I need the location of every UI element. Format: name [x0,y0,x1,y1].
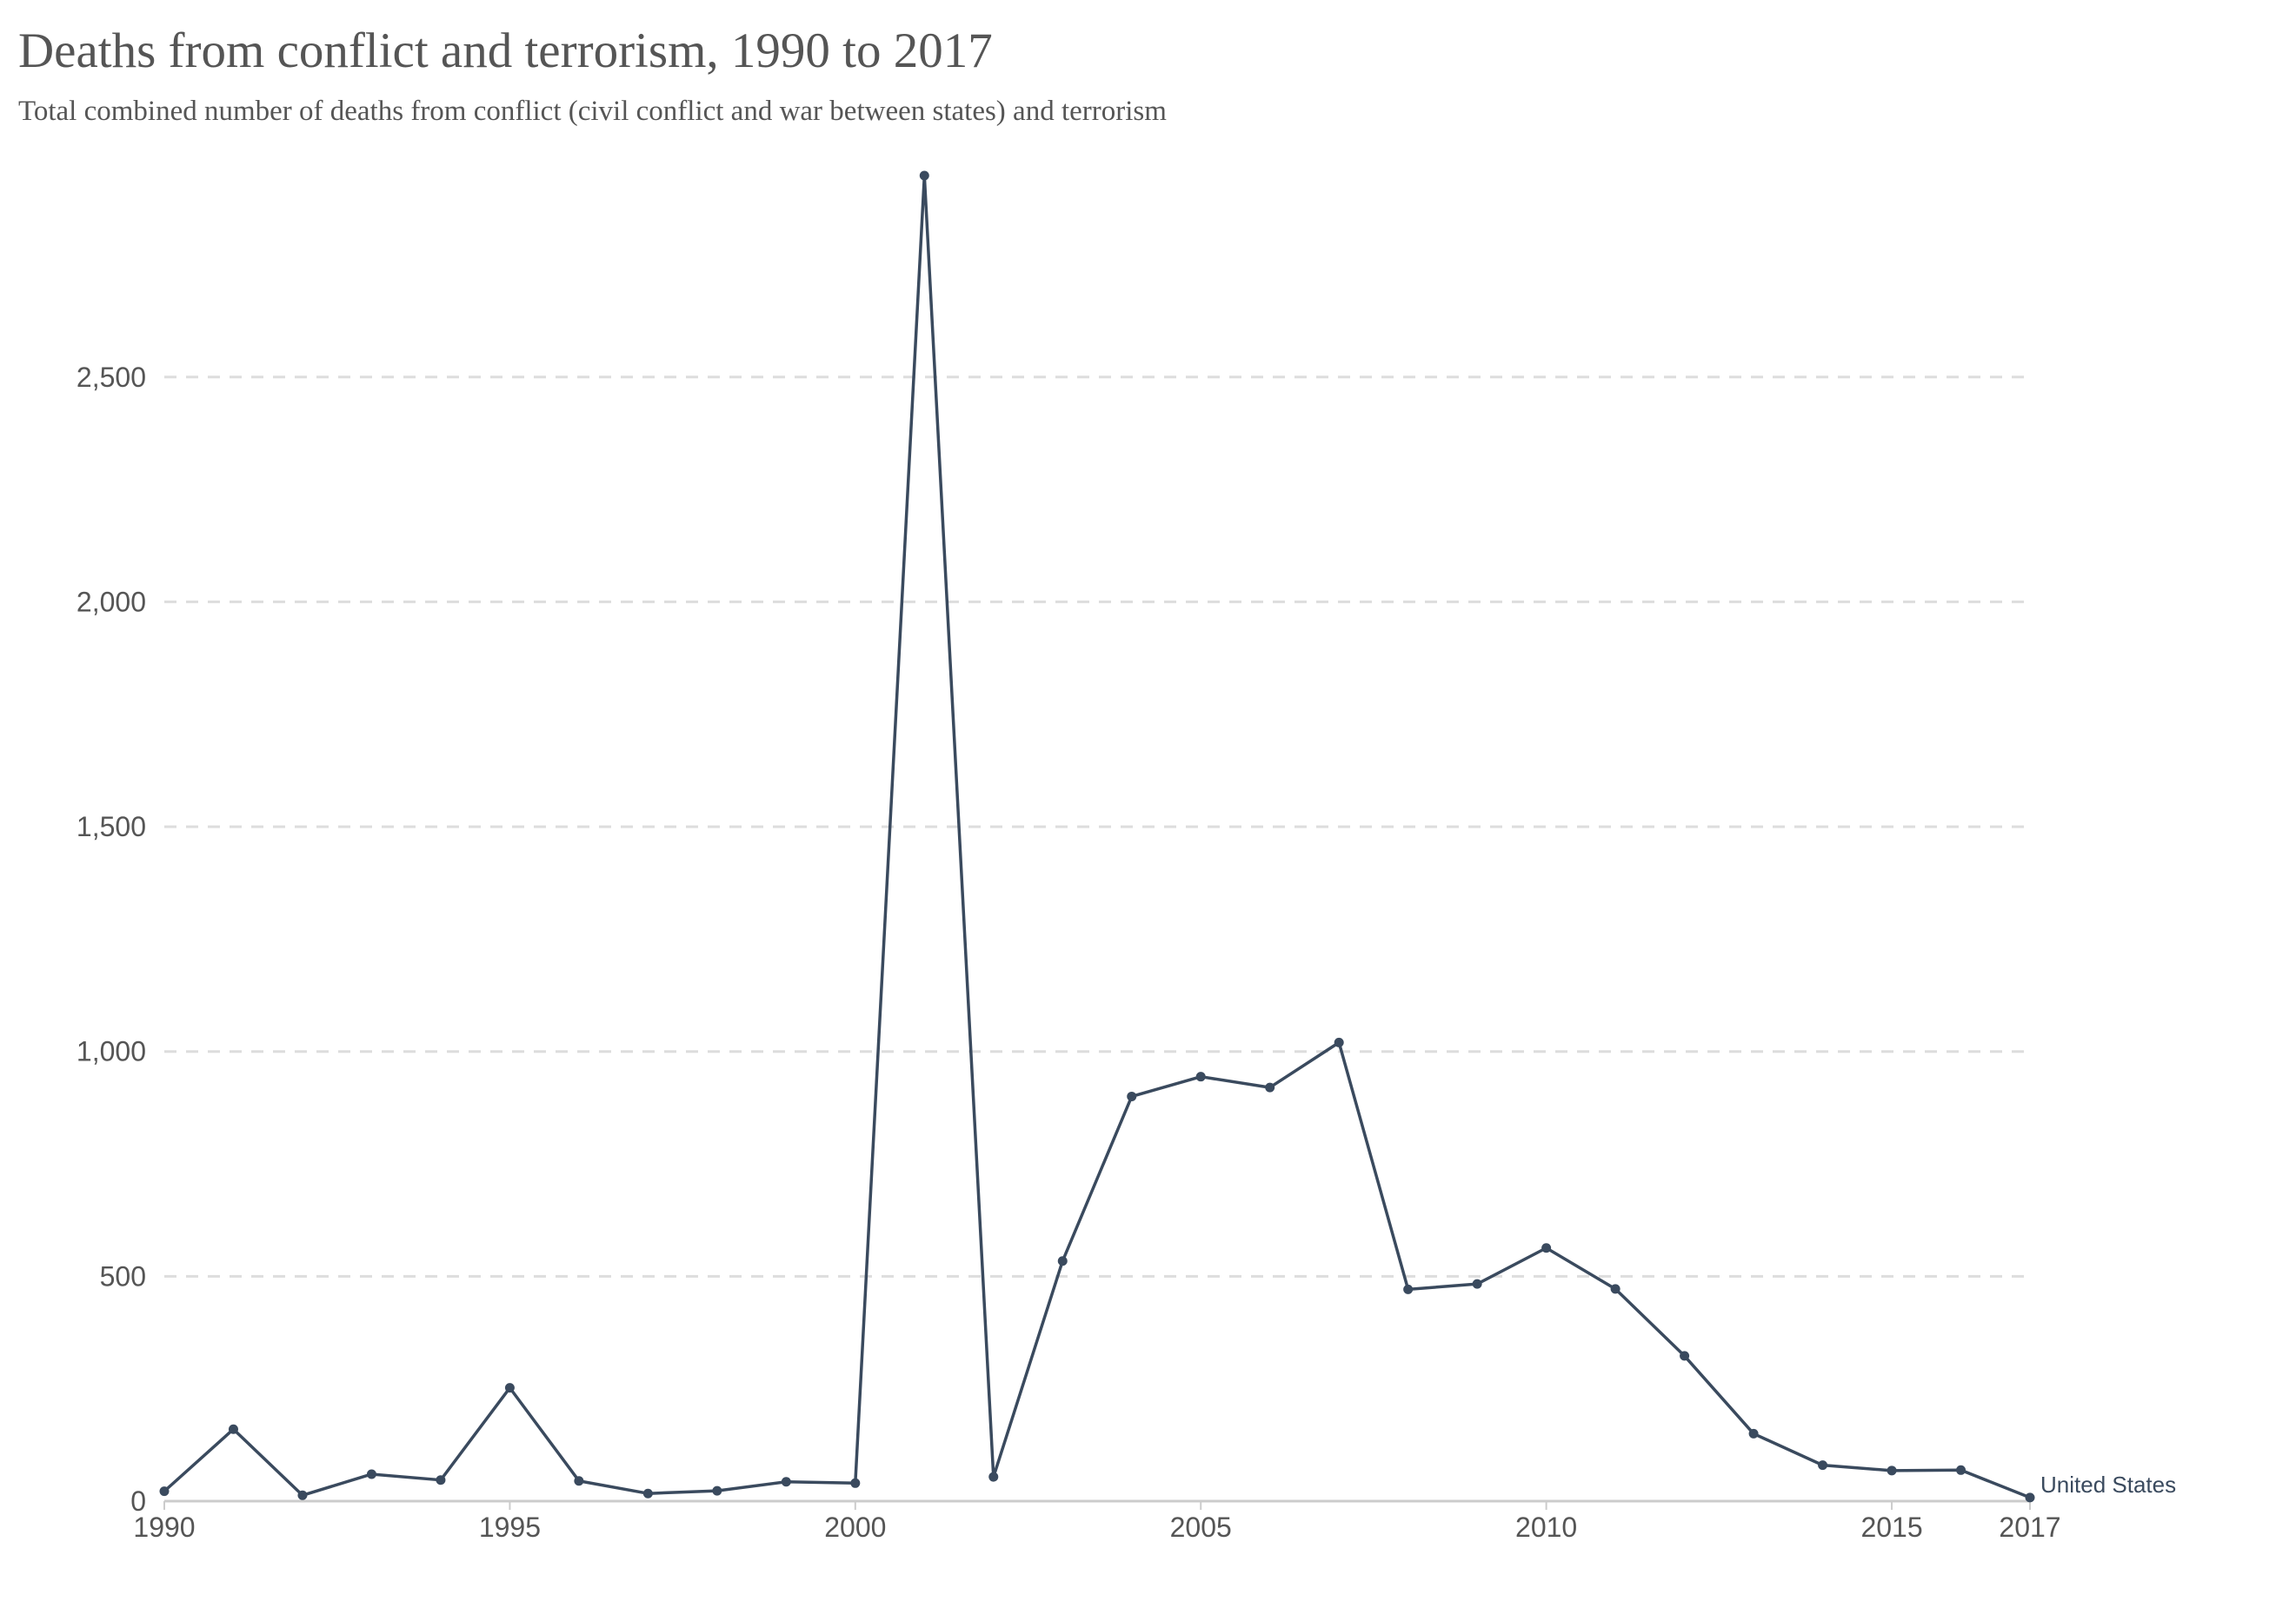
axis-layer: 0 500 1,000 1,500 2,000 2,500 1990 1995 2000 2005… [77,362,2061,1543]
data-point [1541,1243,1552,1253]
x-tick-label: 2015 [1860,1512,1922,1543]
data-point [159,1486,170,1497]
series-label: United States [2040,1472,2176,1498]
data-point [504,1383,515,1393]
series-line [163,174,2032,1499]
y-tick-label: 2,500 [77,362,146,393]
data-point [642,1488,653,1499]
y-tick-label: 0 [130,1485,146,1517]
data-point [988,1472,999,1482]
data-point [781,1477,791,1487]
chart-subtitle: Total combined number of deaths from con… [18,96,1167,127]
grid-layer [164,376,2030,1278]
data-point [919,170,929,181]
data-point [574,1476,584,1486]
data-point [1887,1465,1897,1476]
data-point [1818,1460,1828,1471]
label-layer: United States [2040,1472,2176,1498]
x-tick-label: 2000 [824,1512,886,1543]
data-point [1472,1279,1482,1289]
y-tick-label: 1,000 [77,1036,146,1067]
data-point [712,1485,722,1496]
y-tick-label: 1,500 [77,811,146,842]
y-tick-label: 500 [100,1260,146,1292]
data-point [1610,1284,1621,1294]
data-point [1956,1465,1967,1475]
data-point [1680,1351,1690,1361]
x-tick-label: 1990 [133,1512,195,1543]
x-tick-label: 2010 [1515,1512,1577,1543]
data-point [1748,1428,1759,1439]
data-point [1195,1072,1206,1082]
series-layer [159,170,2035,1503]
data-point [436,1475,446,1485]
data-point [1127,1091,1137,1101]
data-point [1057,1256,1068,1266]
data-point [1265,1082,1275,1093]
chart-title: Deaths from conflict and terrorism, 1990… [18,23,993,78]
data-point [297,1490,308,1500]
y-tick-label: 2,000 [77,586,146,617]
data-point [1334,1037,1344,1047]
x-tick-label: 2017 [1999,1512,2060,1543]
data-point [228,1424,238,1434]
data-point [1403,1284,1414,1294]
x-tick-label: 1995 [479,1512,541,1543]
data-point [2025,1492,2035,1503]
x-tick-label: 2005 [1170,1512,1232,1543]
data-point [850,1478,861,1488]
data-point [366,1469,376,1479]
